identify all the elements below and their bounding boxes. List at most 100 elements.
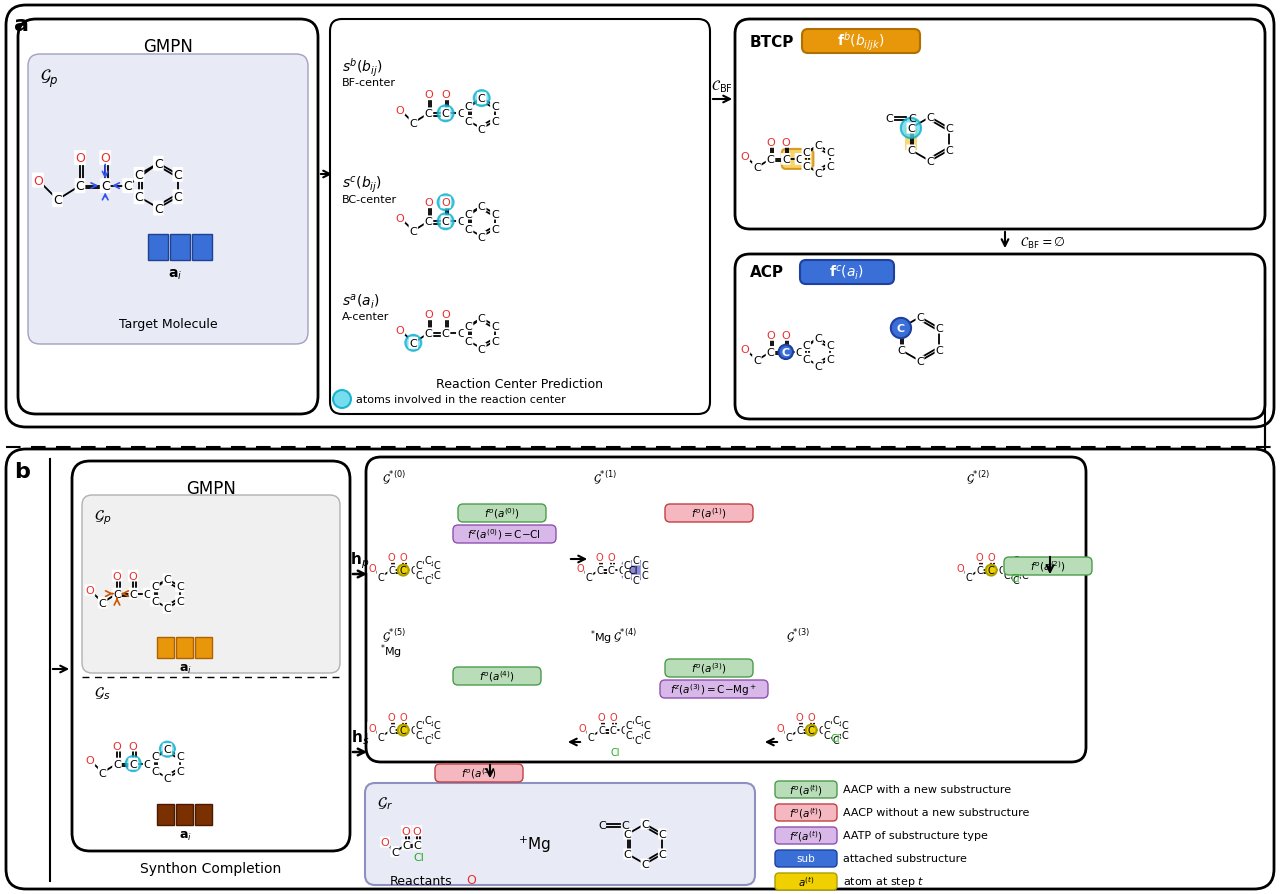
Text: C: C (998, 566, 1005, 576)
Text: C: C (897, 346, 905, 356)
Text: C: C (908, 114, 916, 124)
Bar (195, 804, 212, 825)
FancyBboxPatch shape (28, 55, 308, 344)
FancyBboxPatch shape (458, 504, 547, 522)
Text: C: C (841, 730, 849, 740)
Text: $\mathcal{G}^{*(4)}$: $\mathcal{G}^{*(4)}$ (613, 628, 637, 645)
Text: C: C (586, 572, 593, 582)
Text: C: C (465, 336, 472, 347)
Text: O: O (442, 198, 451, 208)
Text: C: C (621, 725, 627, 735)
FancyBboxPatch shape (6, 450, 1274, 889)
Text: C: C (598, 725, 605, 735)
Text: O: O (576, 563, 584, 573)
Text: C: C (803, 354, 810, 364)
Text: O: O (956, 563, 964, 573)
Text: GMPN: GMPN (186, 479, 236, 497)
Text: C: C (618, 566, 625, 576)
Text: Cl: Cl (831, 733, 841, 743)
Text: AACP without a new substructure: AACP without a new substructure (844, 807, 1029, 818)
Text: O: O (609, 713, 617, 722)
Text: C: C (908, 146, 915, 156)
Text: C: C (623, 849, 631, 859)
Text: C: C (434, 570, 440, 580)
Text: C: C (786, 732, 792, 742)
Text: O: O (113, 741, 122, 751)
Text: C: C (641, 819, 649, 829)
Text: atoms involved in the reaction center: atoms involved in the reaction center (356, 394, 566, 405)
Text: C: C (832, 715, 840, 725)
Text: C: C (945, 124, 952, 134)
Text: C: C (977, 566, 983, 576)
Text: C: C (886, 114, 893, 124)
Text: $f^o(a^{(1)})$: $f^o(a^{(1)})$ (691, 506, 727, 521)
Text: C: C (826, 162, 833, 172)
Text: $\mathcal{G}^{*(1)}$: $\mathcal{G}^{*(1)}$ (593, 469, 617, 486)
FancyBboxPatch shape (774, 873, 837, 890)
FancyBboxPatch shape (774, 804, 837, 821)
Text: O: O (442, 310, 451, 320)
Text: C: C (442, 109, 449, 119)
Text: $\mathbf{h}_p$: $\mathbf{h}_p$ (351, 550, 370, 570)
Text: $f^o(a^{(3)})$: $f^o(a^{(3)})$ (691, 661, 727, 676)
Text: C: C (753, 164, 760, 173)
Text: C: C (965, 572, 973, 582)
Bar (157, 804, 174, 825)
Text: C: C (588, 732, 594, 742)
Text: C: C (76, 180, 84, 193)
Text: O: O (608, 552, 614, 562)
Text: C: C (113, 589, 120, 599)
Text: $\mathcal{G}_p$: $\mathcal{G}_p$ (93, 508, 111, 526)
FancyBboxPatch shape (800, 261, 893, 284)
Text: C: C (416, 720, 422, 730)
Text: C: C (399, 725, 407, 735)
Text: C: C (477, 232, 485, 242)
FancyBboxPatch shape (330, 20, 710, 415)
Text: b: b (14, 461, 29, 482)
Text: C: C (410, 339, 417, 349)
Text: O: O (598, 713, 605, 722)
Circle shape (398, 725, 408, 736)
Text: O: O (796, 713, 804, 722)
Circle shape (474, 91, 490, 107)
Text: C: C (465, 117, 472, 127)
Text: C: C (916, 313, 924, 323)
Text: C: C (814, 334, 822, 344)
Text: C: C (826, 148, 833, 158)
Text: C: C (154, 157, 163, 171)
Text: C: C (402, 839, 410, 850)
Bar (195, 637, 212, 658)
Text: $^{*}\mathrm{Mg}$: $^{*}\mathrm{Mg}$ (590, 628, 612, 645)
Text: C: C (936, 324, 943, 333)
Text: C: C (442, 217, 449, 227)
Text: O: O (776, 722, 783, 733)
Text: $f^o(a^{(5)})$: $f^o(a^{(5)})$ (461, 766, 497, 780)
Text: O: O (741, 344, 749, 354)
Text: C: C (621, 820, 628, 830)
FancyBboxPatch shape (18, 20, 317, 415)
FancyBboxPatch shape (366, 458, 1085, 763)
Text: O: O (767, 138, 774, 148)
Circle shape (438, 106, 453, 122)
Text: O: O (975, 552, 983, 562)
Text: C: C (641, 561, 648, 570)
Text: O: O (767, 331, 774, 341)
Text: C: C (99, 768, 106, 778)
Text: C: C (477, 314, 485, 324)
FancyBboxPatch shape (666, 504, 753, 522)
Text: C: C (101, 180, 110, 193)
Text: C: C (378, 572, 384, 582)
Text: C: C (442, 329, 449, 339)
Text: $\mathcal{C}_{\mathrm{BF}} = \emptyset$: $\mathcal{C}_{\mathrm{BF}} = \emptyset$ (1020, 235, 1066, 251)
Text: C: C (623, 561, 630, 570)
Text: C: C (796, 725, 803, 735)
Text: $f^o(a^{(t)})$: $f^o(a^{(t)})$ (788, 805, 823, 820)
Text: $\mathcal{G}^{*(5)}$: $\mathcal{G}^{*(5)}$ (381, 628, 406, 645)
Text: C: C (492, 321, 499, 332)
Text: O: O (579, 722, 586, 733)
Text: C: C (425, 329, 433, 339)
Text: O: O (595, 552, 603, 562)
Text: C: C (814, 168, 822, 178)
Text: $\mathbf{a}_i$: $\mathbf{a}_i$ (178, 829, 192, 842)
FancyBboxPatch shape (435, 764, 524, 782)
